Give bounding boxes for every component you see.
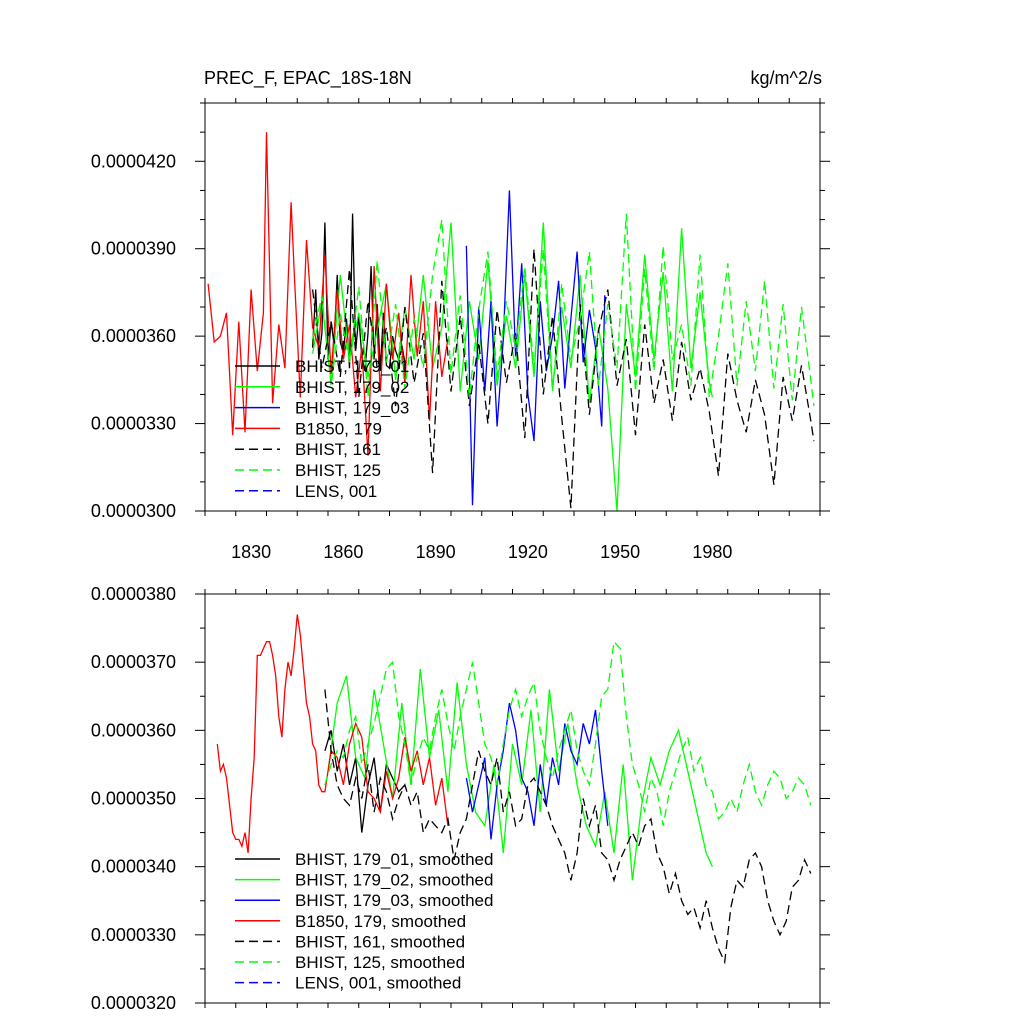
series-line-bhist-161 (311, 248, 815, 509)
top-panel: PREC_F, EPAC_18S-18N kg/m^2/s 0.0000300 0… (91, 68, 830, 562)
y-tick-label: 0.0000370 (91, 652, 176, 672)
legend-label: BHIST, 125, smoothed (295, 953, 465, 972)
series-line-bhist-179-02 (311, 222, 714, 511)
legend-label: BHIST, 179_03, smoothed (295, 891, 493, 910)
y-tick-label: 0.0000360 (91, 326, 176, 346)
series-line-bhist-179-03 (465, 190, 606, 506)
legend-label: B1850, 179, smoothed (295, 912, 466, 931)
legend-label: B1850, 179 (295, 419, 382, 438)
legend-label: BHIST, 179_01, smoothed (295, 850, 493, 869)
legend-label: BHIST, 125 (295, 461, 381, 480)
y-tick-label: 0.0000340 (91, 857, 176, 877)
legend-label: BHIST, 179_03 (295, 399, 409, 418)
y-tick-label: 0.0000330 (91, 414, 176, 434)
legend-label: LENS, 001, smoothed (295, 974, 461, 993)
x-tick-label: 1980 (692, 542, 732, 562)
y-tick-label: 0.0000390 (91, 239, 176, 259)
x-tick-label: 1950 (600, 542, 640, 562)
x-tick-label: 1920 (508, 542, 548, 562)
y-tick-label: 0.0000350 (91, 789, 176, 809)
y-tick-label: 0.0000420 (91, 151, 176, 171)
bottom-panel: 0.0000320 0.0000330 0.0000340 0.0000350 0.00… (91, 584, 830, 1013)
y-tick-label: 0.0000320 (91, 993, 176, 1013)
legend-label: BHIST, 161 (295, 440, 381, 459)
series-line-bhist-161-smoothed (324, 689, 812, 965)
series-line-bhist-179-03-smoothed (465, 702, 609, 840)
series-group (207, 132, 815, 511)
legend-label: BHIST, 179_02, smoothed (295, 871, 493, 890)
top-panel-units: kg/m^2/s (751, 68, 822, 88)
legend-label: LENS, 001 (295, 482, 377, 501)
y-tick-label: 0.0000360 (91, 720, 176, 740)
y-tick-label: 0.0000300 (91, 501, 176, 521)
series-line-bhist-125-smoothed (324, 640, 812, 826)
series-line-b1850-179 (207, 132, 449, 456)
series-line-b1850-179-smoothed (216, 614, 449, 854)
x-tick-label: 1890 (416, 542, 456, 562)
top-panel-title: PREC_F, EPAC_18S-18N (204, 68, 412, 89)
series-line-bhist-125 (311, 213, 815, 407)
x-tick-label: 1830 (231, 542, 271, 562)
y-tick-label: 0.0000380 (91, 584, 176, 604)
legend-label: BHIST, 179_02 (295, 378, 409, 397)
legend-label: BHIST, 179_01 (295, 357, 409, 376)
series-line-bhist-179-01-smoothed (324, 730, 406, 833)
x-tick-label: 1860 (323, 542, 363, 562)
series-group (216, 614, 812, 965)
y-tick-label: 0.0000330 (91, 925, 176, 945)
legend-label: BHIST, 161, smoothed (295, 932, 465, 951)
